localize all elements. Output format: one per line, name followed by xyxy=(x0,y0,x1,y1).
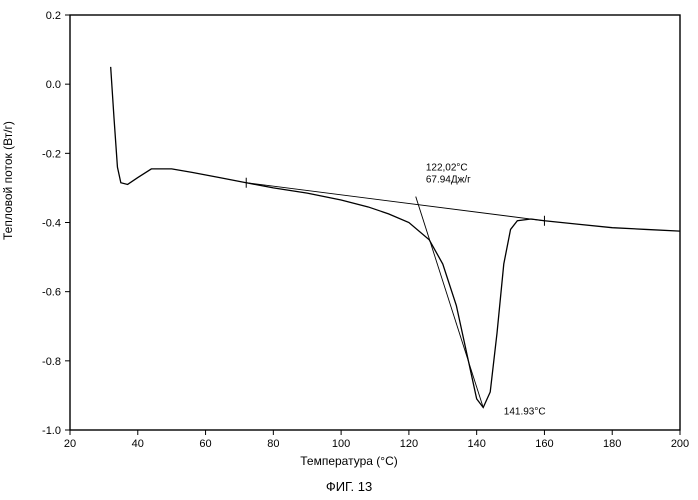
y-tick-label: -0.4 xyxy=(42,218,61,230)
y-tick-label: -0.2 xyxy=(42,148,61,160)
annotation-label: 67.94Дж/г xyxy=(426,175,471,186)
x-tick-label: 100 xyxy=(332,438,350,450)
x-tick-label: 80 xyxy=(267,438,279,450)
figure-container: 20 40 60 80 100 120 140 160 180 200 -1.0 -0.8 -0.6 -0… xyxy=(0,0,698,500)
x-tick-label: 140 xyxy=(467,438,485,450)
x-tick-label: 160 xyxy=(535,438,553,450)
x-tick-label: 180 xyxy=(603,438,621,450)
x-tick-label: 40 xyxy=(132,438,144,450)
x-tick-label: 60 xyxy=(199,438,211,450)
y-tick-label: 0.2 xyxy=(46,10,61,22)
y-tick-label: -0.8 xyxy=(42,356,61,368)
y-tick-label: -0.6 xyxy=(42,287,61,299)
baseline-series xyxy=(246,183,544,221)
y-tick-label: 0.0 xyxy=(46,79,61,91)
annotation-label: 122,02°C xyxy=(426,163,468,174)
dsc-chart: 20 40 60 80 100 120 140 160 180 200 -1.0 -0.8 -0.6 -0… xyxy=(0,0,698,500)
plot-border xyxy=(70,15,680,430)
x-tick-label: 120 xyxy=(400,438,418,450)
figure-caption: ФИГ. 13 xyxy=(326,479,372,494)
x-tick-label: 20 xyxy=(64,438,76,450)
onset-tangent xyxy=(416,197,483,408)
y-axis-label: Тепловой поток (Вт/г) xyxy=(1,121,15,240)
x-tick-label: 200 xyxy=(671,438,689,450)
y-tick-label: -1.0 xyxy=(42,425,61,437)
annotation-label: 141.93°C xyxy=(504,406,546,417)
x-axis-label: Температура (°C) xyxy=(300,454,397,468)
dsc-curve xyxy=(111,67,680,408)
